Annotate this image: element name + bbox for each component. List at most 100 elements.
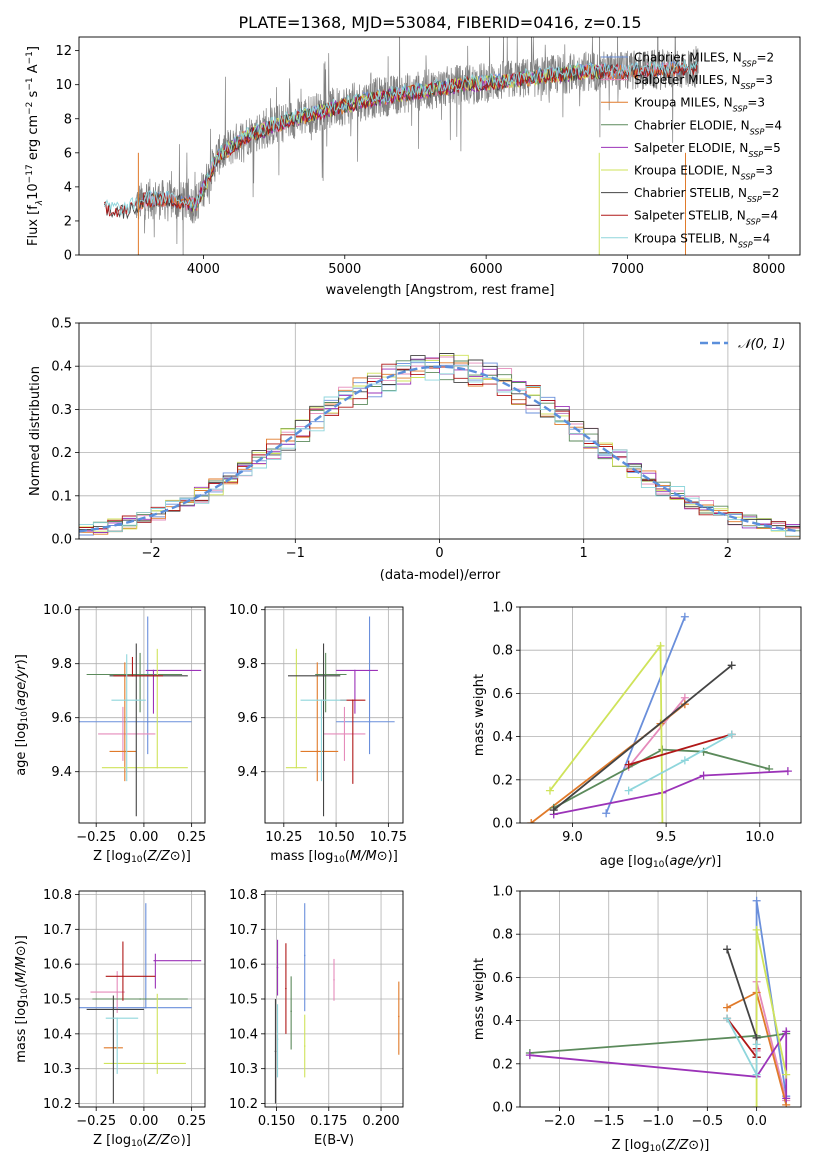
residuals-xtick-label: −2	[142, 546, 161, 561]
residuals-plot-area	[79, 353, 800, 539]
line-salpeter-miles	[628, 697, 686, 768]
spectrum-panel: 4000 5000 6000 7000 8000 0 2 4 6 8 10 12	[55, 36, 801, 277]
marker-salpeter-elodie	[699, 771, 708, 780]
residuals-panel: −2 −1 0 1 2 0.0 0.1 0.2 0.3 0.4 0.5	[51, 317, 801, 561]
point-salpeter-miles	[116, 991, 118, 993]
mass_vs_ebv-plot-area	[274, 903, 400, 1104]
mass_weight_vs_z-ytick-label: 0.8	[492, 928, 513, 943]
residuals-ylabel: Normed distribution	[28, 366, 43, 496]
mass_weight_vs_age-ytick-label: 0.6	[492, 687, 513, 702]
point-kroupa-stelib	[276, 1038, 279, 1040]
spectrum-xtick-label: 5000	[328, 262, 361, 277]
point-salpeter-miles	[343, 733, 346, 735]
line-salpeter-elodie	[529, 1028, 788, 1099]
line-salpeter-stelib	[628, 733, 732, 766]
point-kroupa-elodie	[156, 1062, 159, 1065]
point-chabrier-miles	[303, 954, 306, 957]
mass_weight_vs_z-xtick-label: −1.5	[593, 1114, 625, 1129]
mass_vs_z-ytick-label: 10.2	[43, 1097, 72, 1112]
mass_weight_vs_z-plot-area	[525, 896, 791, 1107]
age_vs_z-panel: −0.25 0.00 0.25 9.4 9.6 9.8 10.0	[43, 603, 206, 845]
gaussian-reference-line	[79, 365, 800, 533]
age_vs_mass-ytick-label: 9.8	[237, 657, 258, 672]
legend-label-salpeter-elodie: Salpeter ELODIE, NSSP=5	[634, 141, 781, 159]
marker-chabrier-stelib	[727, 661, 736, 670]
spectrum-frame	[78, 36, 801, 256]
age_vs_z-xlabel: Z [log10(Z/Z⊙)]	[93, 849, 191, 865]
residuals-xtick-label: 1	[580, 546, 588, 561]
mass_vs_z-plot-area	[79, 903, 202, 1104]
marker-chabrier-miles	[602, 809, 611, 818]
age_vs_mass-xlabel: mass [log10(M/M⊙)]	[270, 849, 398, 865]
residuals-ytick-label: 0.1	[51, 489, 72, 504]
mass_weight_vs_age-xlabel: age [log10(age/yr)]	[600, 854, 722, 870]
mass_vs_ebv-ytick-label: 10.7	[229, 923, 258, 938]
residuals-ytick-label: 0.0	[51, 533, 72, 548]
mass_weight_vs_z-ytick-label: 1.0	[492, 885, 513, 900]
age_vs_mass-panel: 10.25 10.50 10.75 9.4 9.6 9.8 10.0	[229, 603, 407, 845]
age_vs_z-ylabel: age [log10(age/yr)]	[14, 654, 30, 776]
mass_vs_ebv-xtick-label: 0.150	[258, 1114, 295, 1129]
point-chabrier-elodie	[290, 1010, 292, 1012]
point-chabrier-miles	[145, 1006, 147, 1009]
age_vs_z-ytick-label: 9.4	[51, 765, 72, 780]
mass_vs_z-xtick-label: 0.00	[129, 1114, 158, 1129]
point-salpeter-elodie	[276, 966, 279, 969]
mass_vs_z-ytick-label: 10.8	[43, 888, 72, 903]
mass_weight_vs_z-xtick-label: −2.0	[544, 1114, 576, 1129]
point-salpeter-elodie	[354, 669, 356, 672]
point-kroupa-miles	[316, 750, 319, 753]
mass_vs_ebv-xlabel: E(B-V)	[314, 1133, 354, 1148]
spectrum-plot-area	[103, 37, 699, 255]
mass_weight_vs_z-frame	[519, 890, 802, 1108]
line-salpeter-elodie	[553, 770, 788, 816]
residuals-xtick-label: 2	[724, 546, 732, 561]
line-chabrier-elodie	[553, 748, 770, 809]
legend-label-chabrier-miles: Chabrier MILES, NSSP=2	[634, 51, 774, 69]
age_vs_mass-ytick-label: 9.6	[237, 711, 258, 726]
residuals-ytick-label: 0.5	[51, 317, 72, 332]
point-kroupa-stelib	[125, 699, 128, 701]
mass_weight_vs_age-ytick-label: 0.0	[492, 817, 513, 832]
legend-label-chabrier-stelib: Chabrier STELIB, NSSP=2	[634, 186, 779, 204]
mass_vs_ebv-ytick-label: 10.4	[229, 1027, 258, 1042]
mass_vs_z-xlabel: Z [log10(Z/Z⊙)]	[93, 1133, 191, 1149]
legend-label-kroupa-stelib: Kroupa STELIB, NSSP=4	[634, 231, 770, 249]
mass_vs_ebv-ytick-label: 10.6	[229, 958, 258, 973]
mass_vs_ebv-ytick-label: 10.5	[229, 993, 258, 1008]
mass_weight_vs_z-ylabel: mass weight	[472, 958, 487, 1040]
marker-chabrier-stelib	[549, 806, 558, 815]
series-kroupa-stelib	[103, 60, 698, 216]
marker-kroupa-stelib	[723, 1014, 732, 1023]
marker-kroupa-elodie	[656, 641, 665, 650]
mass_vs_ebv-ytick-label: 10.8	[229, 888, 258, 903]
mass_weight_vs_age-ytick-label: 1.0	[492, 601, 513, 616]
marker-kroupa-elodie	[752, 1103, 761, 1107]
marker-chabrier-miles	[680, 612, 689, 621]
marker-salpeter-elodie	[525, 1051, 534, 1060]
marker-salpeter-elodie	[783, 767, 792, 776]
mass_vs_ebv-xtick-label: 0.200	[362, 1114, 399, 1129]
mass_weight_vs_age-xtick-label: 10.0	[745, 830, 774, 845]
point-salpeter-stelib	[285, 987, 287, 990]
residuals-ytick-label: 0.3	[51, 403, 72, 418]
mass_weight_vs_age-ytick-label: 0.2	[492, 773, 513, 788]
mass_vs_z-ylabel: mass [log10(M/M⊙)]	[14, 935, 30, 1063]
legend-label-salpeter-miles: Salpeter MILES, NSSP=3	[634, 73, 773, 91]
legend-label-kroupa-miles: Kroupa MILES, NSSP=3	[634, 96, 765, 114]
legend-label-chabrier-elodie: Chabrier ELODIE, NSSP=4	[634, 118, 782, 136]
line-kroupa-stelib	[628, 733, 733, 792]
point-kroupa-elodie	[156, 766, 159, 769]
age_vs_mass-plot-area	[285, 616, 395, 817]
mass_weight_vs_z-ytick-label: 0.0	[492, 1101, 513, 1116]
age_vs_z-xtick-label: 0.25	[177, 830, 206, 845]
mass_weight_vs_age-frame	[519, 606, 802, 824]
mass_weight_vs_z-xtick-label: −0.5	[692, 1114, 724, 1129]
point-salpeter-miles	[122, 733, 124, 735]
mass_weight_vs_age-xtick-label: 9.5	[656, 830, 677, 845]
point-chabrier-miles	[146, 720, 149, 723]
mass_weight_vs_z-panel: −2.0 −1.5 −1.0 −0.5 0.0 0.0 0.2 0.4 0.6 0.8 1.0	[492, 885, 802, 1129]
mass_vs_z-frame	[78, 890, 206, 1108]
point-chabrier-miles	[368, 720, 371, 723]
point-chabrier-stelib	[274, 1050, 277, 1053]
